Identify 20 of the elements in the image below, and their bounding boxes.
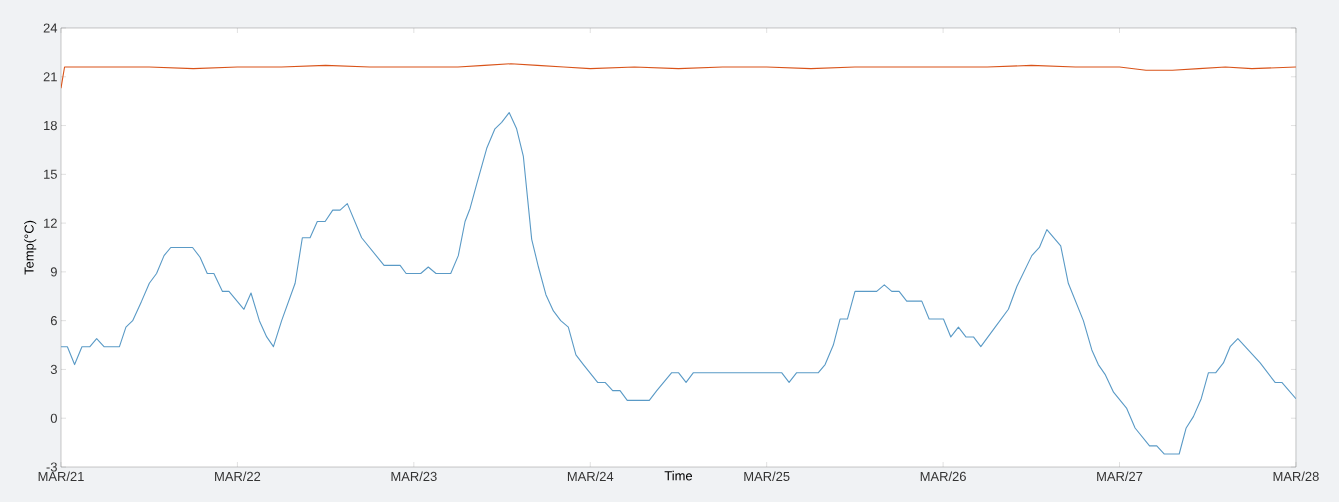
x-tick-label: MAR/22	[215, 471, 261, 482]
y-tick-label: 3	[50, 364, 57, 375]
x-tick-label: MAR/28	[1273, 471, 1319, 482]
y-tick-label: 24	[43, 23, 58, 33]
x-tick-label: MAR/25	[744, 471, 790, 482]
y-tick-label: 6	[50, 316, 57, 326]
y-tick-label: 9	[50, 267, 57, 277]
y-tick-label: 18	[44, 120, 57, 131]
y-tick-label: -3	[46, 462, 57, 472]
x-tick-label: MAR/26	[920, 471, 966, 482]
y-axis-title: Temp(°C)	[24, 220, 37, 275]
x-tick-label: MAR/24	[567, 471, 614, 482]
y-tick-label: 0	[50, 413, 57, 423]
y-tick-label: 15	[44, 169, 57, 179]
y-tick-label: 21	[43, 72, 57, 82]
x-tick-label: MAR/23	[391, 471, 437, 482]
x-axis-title: Time	[664, 470, 693, 481]
x-tick-label: MAR/21	[38, 471, 84, 482]
x-tick-label: MAR/27	[1097, 471, 1143, 482]
y-tick-label: 12	[44, 218, 57, 228]
